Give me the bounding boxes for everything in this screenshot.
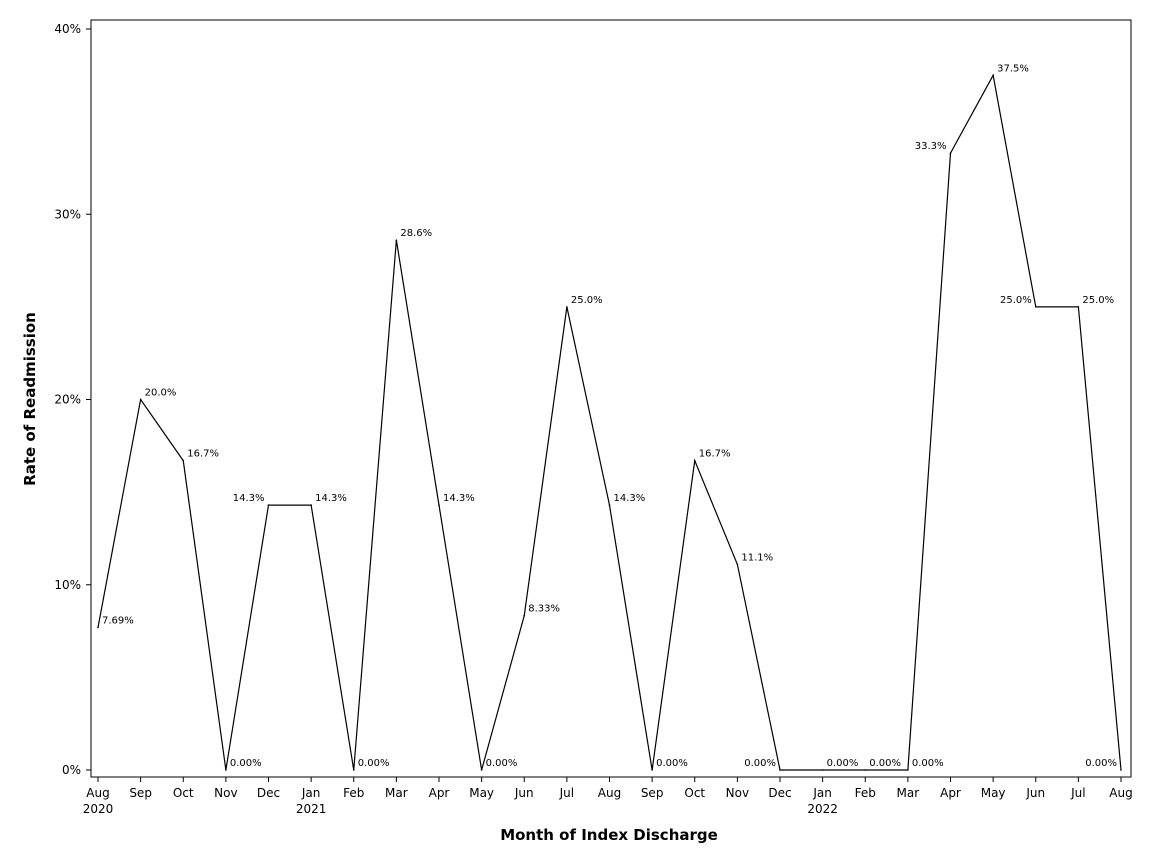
data-point: [651, 769, 653, 771]
data-point: [821, 769, 824, 771]
data-point: [1120, 769, 1122, 771]
x-tick-label: Oct: [173, 786, 194, 800]
data-point: [907, 769, 909, 771]
x-tick-label: Jul: [1070, 786, 1085, 800]
data-label: 7.69%: [102, 616, 134, 627]
data-point: [480, 769, 483, 771]
x-year-label: 2021: [296, 802, 327, 816]
data-label: 33.3%: [915, 141, 947, 152]
data-point: [992, 74, 994, 77]
x-tick-label: Dec: [257, 786, 280, 800]
x-year-label: 2020: [83, 802, 114, 816]
x-tick-label: Jul: [559, 786, 574, 800]
data-point: [1077, 306, 1080, 308]
x-tick-label: Aug: [1109, 786, 1132, 800]
data-label: 14.3%: [443, 493, 475, 504]
data-label: 16.7%: [187, 449, 219, 460]
series-line: [97, 73, 1122, 771]
x-tick-label: Sep: [641, 786, 664, 800]
data-point: [864, 769, 867, 771]
data-label: 20.0%: [145, 388, 177, 399]
data-label: 0.00%: [827, 758, 859, 769]
data-point: [523, 614, 526, 617]
data-point: [779, 769, 781, 771]
data-point: [352, 769, 355, 771]
x-tick-label: Aug: [86, 786, 109, 800]
data-point: [566, 306, 568, 308]
data-point: [139, 398, 142, 401]
data-label: 0.00%: [486, 758, 518, 769]
x-tick-label: Jan: [812, 786, 832, 800]
data-point: [736, 563, 739, 566]
y-axis: 0% 10% 20% 30% 40%: [54, 22, 91, 777]
data-label: 0.00%: [744, 758, 776, 769]
data-point: [310, 504, 312, 506]
data-point: [395, 239, 398, 241]
data-label: 0.00%: [912, 758, 944, 769]
x-tick-label: Feb: [855, 786, 876, 800]
data-label: 14.3%: [233, 493, 265, 504]
x-tick-label: Sep: [129, 786, 152, 800]
data-label: 14.3%: [614, 493, 646, 504]
x-tick-label: Mar: [897, 786, 920, 800]
data-point: [97, 626, 99, 629]
x-tick-label: Apr: [429, 786, 450, 800]
x-tick-label: Mar: [385, 786, 408, 800]
x-tick-label: Jun: [1025, 786, 1045, 800]
data-label: 0.00%: [656, 758, 688, 769]
x-tick-label: Nov: [726, 786, 749, 800]
x-axis-title: Month of Index Discharge: [500, 826, 718, 844]
x-tick-label: Aug: [598, 786, 621, 800]
data-point: [267, 504, 270, 506]
x-tick-label: Nov: [214, 786, 237, 800]
data-label: 16.7%: [699, 449, 731, 460]
x-tick-label: May: [981, 786, 1006, 800]
data-label: 8.33%: [528, 604, 560, 615]
data-label: 0.00%: [1085, 758, 1117, 769]
data-label: 14.3%: [315, 493, 347, 504]
data-label: 25.0%: [571, 295, 603, 306]
x-tick-label: Oct: [684, 786, 705, 800]
y-tick-label: 40%: [54, 22, 81, 36]
data-point: [225, 769, 227, 771]
data-point: [438, 504, 440, 506]
data-label-layer: 7.69% 20.0% 16.7% 0.00% 14.3% 14.3% 0.00% 28.6%…: [102, 63, 1117, 769]
plot-frame: [90, 19, 1132, 778]
x-tick-label: Jan: [301, 786, 321, 800]
data-point: [608, 504, 611, 506]
x-axis: Aug Sep Oct Nov Dec Jan Feb Mar Apr May Jun Jul Aug S…: [83, 777, 1133, 816]
data-label: 25.0%: [1082, 295, 1114, 306]
x-tick-label: Feb: [343, 786, 364, 800]
data-point: [182, 459, 185, 462]
data-label: 0.00%: [358, 758, 390, 769]
data-label: 0.00%: [230, 758, 262, 769]
y-tick-label: 10%: [54, 578, 81, 592]
series-layer: [97, 73, 1122, 771]
data-label: 28.6%: [400, 228, 432, 239]
data-label: 37.5%: [997, 63, 1029, 74]
y-tick-label: 30%: [54, 207, 81, 221]
data-label: 25.0%: [1000, 295, 1032, 306]
data-label: 0.00%: [869, 758, 901, 769]
y-tick-label: 0%: [62, 763, 81, 777]
x-tick-label: Dec: [768, 786, 791, 800]
y-axis-title: Rate of Readmission: [21, 312, 39, 486]
data-label: 11.1%: [741, 552, 773, 563]
data-point: [1034, 306, 1037, 308]
data-point: [693, 459, 696, 462]
x-tick-label: May: [469, 786, 494, 800]
data-point: [949, 152, 952, 154]
x-tick-label: Jun: [514, 786, 534, 800]
x-tick-label: Apr: [940, 786, 961, 800]
x-year-label: 2022: [807, 802, 838, 816]
y-tick-label: 20%: [54, 393, 81, 407]
